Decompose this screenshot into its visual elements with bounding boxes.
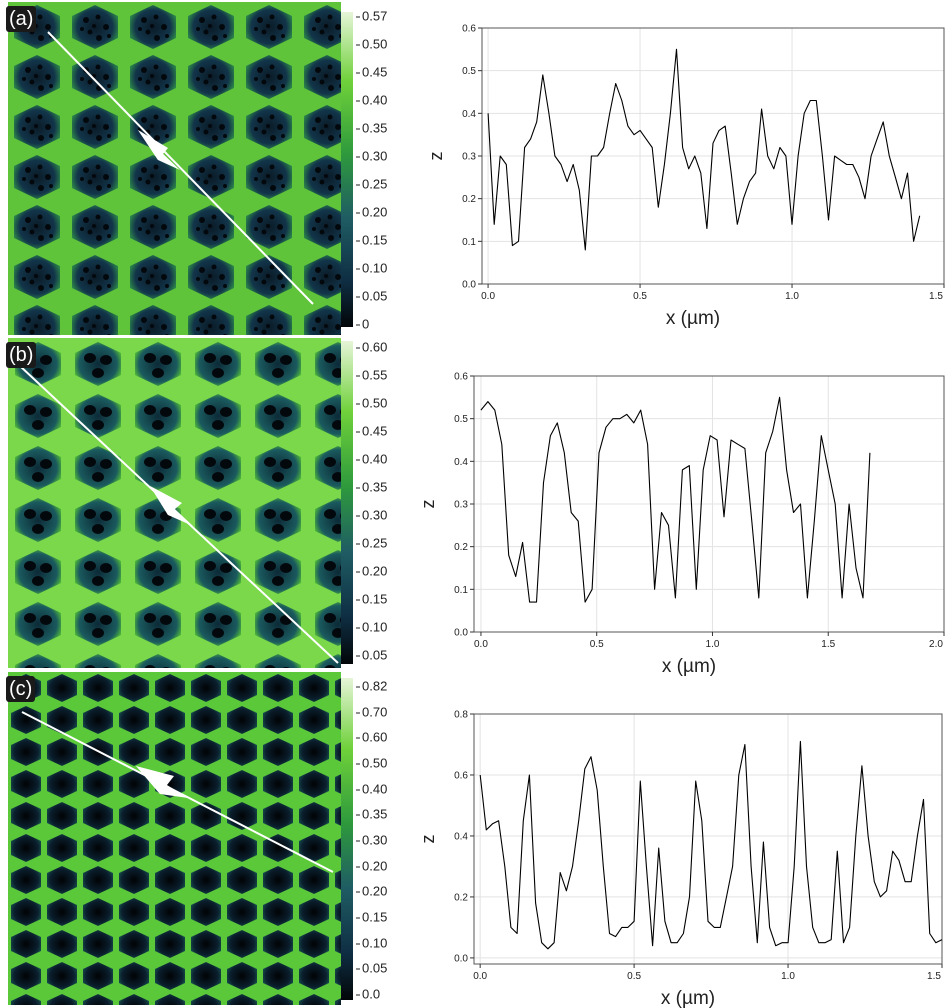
colorbar-tick-label: 0.57 [356,9,387,24]
panel-label-a: (a) [6,6,37,32]
y-tick-label: 0.1 [454,585,468,596]
height-profile-line [480,396,871,603]
y-tick-label: 0.3 [454,500,468,511]
y-tick-label: 0.5 [454,414,468,425]
colorbar-tick-label: 0.82 [356,679,387,694]
x-axis-label: x (µm) [666,308,720,329]
plot-frame [473,713,943,965]
colorbar-tick-label: 0.0 [356,987,380,1002]
y-tick-label: 0.2 [454,542,468,553]
x-tick-label: 2.0 [929,639,943,650]
colorbar-tick-label: 0.05 [356,648,387,663]
colorbar-a [341,12,353,327]
colorbar-tick-label: 0.25 [356,177,387,192]
colorbar-tick-label: 0.20 [356,884,387,899]
panel-label-c: (c) [6,676,36,702]
y-tick-label: 0.1 [462,237,476,248]
y-tick-label: 0.0 [454,953,468,964]
y-axis-label: z [418,500,438,509]
profile-plot-c: 0.0 0.5 1.0 1.5 0.0 0.2 0.4 0.6 0.8 x (µm) z [418,706,945,1008]
colorbar-tick-label: 0.30 [356,508,387,523]
colorbar-tick-label: 0.40 [356,781,387,796]
x-tick-label: 0.5 [627,971,641,982]
y-tick-label: 0.6 [462,24,476,35]
x-tick-label: 1.5 [927,971,941,982]
colorbar-tick-label: 0.15 [356,233,387,248]
afm-image-b [8,338,341,668]
x-tick-label: 0.0 [474,639,488,650]
colorbar-tick-label: 0.10 [356,620,387,635]
colorbar-tick-label: 0.30 [356,833,387,848]
colorbar-tick-label: 0.45 [356,65,387,80]
colorbar-tick-label: 0.50 [356,756,387,771]
y-tick-label: 0.8 [454,710,468,721]
y-tick-label: 0.2 [462,194,476,205]
y-tick-label: 0.6 [454,770,468,781]
x-axis-label: x (µm) [662,656,716,677]
colorbar-tick-label: 0.35 [356,480,387,495]
x-tick-label: 1.0 [785,291,799,302]
colorbar-tick-label: 0 [356,317,369,332]
panel-label-b: (b) [6,342,37,368]
colorbar-tick-label: 0.40 [356,93,387,108]
colorbar-tick-label: 0.70 [356,704,387,719]
colorbar-tick-label: 0.25 [356,536,387,551]
colorbar-tick-label: 0.35 [356,121,387,136]
profile-plot-b: 0.0 0.5 1.0 1.5 2.0 0.0 0.1 0.2 0.3 0.4 0.5 0.6 x (µ… [418,366,945,688]
x-tick-label: 1.0 [706,639,720,650]
colorbar-tick-label: 0.20 [356,205,387,220]
colorbar-b [341,341,353,664]
colorbar-tick-label: 0.60 [356,340,387,355]
colorbar-tick-label: 0.05 [356,961,387,976]
y-tick-label: 0.0 [462,280,476,291]
x-tick-label: 1.0 [781,971,795,982]
afm-image-a [8,2,341,335]
y-tick-label: 0.6 [454,372,468,383]
afm-image-c [8,672,341,1005]
colorbar-c [341,678,353,1000]
height-profile-line [479,740,943,950]
x-tick-label: 1.5 [821,639,835,650]
x-tick-label: 1.5 [929,291,943,302]
colorbar-tick-label: 0.30 [356,149,387,164]
colorbar-tick-label: 0.15 [356,592,387,607]
height-profile-line [487,48,921,251]
colorbar-tick-label: 0.20 [356,564,387,579]
colorbar-tick-label: 0.10 [356,935,387,950]
x-tick-label: 0.5 [633,291,647,302]
colorbar-tick-label: 0.45 [356,424,387,439]
colorbar-tick-label: 0.20 [356,858,387,873]
profile-line-a [47,31,314,305]
y-tick-label: 0.4 [462,109,476,120]
y-tick-label: 0.4 [454,457,468,468]
colorbar-tick-label: 0.10 [356,261,387,276]
colorbar-tick-label: 0.55 [356,368,387,383]
y-axis-label: z [426,152,446,161]
y-tick-label: 0.5 [462,66,476,77]
x-tick-label: 0.0 [473,971,487,982]
colorbar-tick-label: 0.50 [356,396,387,411]
colorbar-tick-label: 0.60 [356,730,387,745]
y-axis-label: z [418,835,438,844]
y-tick-label: 0.4 [454,831,468,842]
x-tick-label: 0.5 [590,639,604,650]
colorbar-tick-label: 0.50 [356,37,387,52]
colorbar-tick-label: 0.15 [356,910,387,925]
profile-plot-a: 0.0 0.5 1.0 1.5 0.0 0.1 0.2 0.3 0.4 0.5 0.6 x (µm) z [420,20,945,338]
x-axis-label: x (µm) [661,988,715,1008]
y-tick-label: 0.2 [454,892,468,903]
colorbar-tick-label: 0.40 [356,452,387,467]
y-tick-label: 0.3 [462,152,476,163]
y-tick-label: 0.0 [454,628,468,639]
x-tick-label: 0.0 [481,291,495,302]
colorbar-tick-label: 0.05 [356,289,387,304]
colorbar-tick-label: 0.35 [356,807,387,822]
